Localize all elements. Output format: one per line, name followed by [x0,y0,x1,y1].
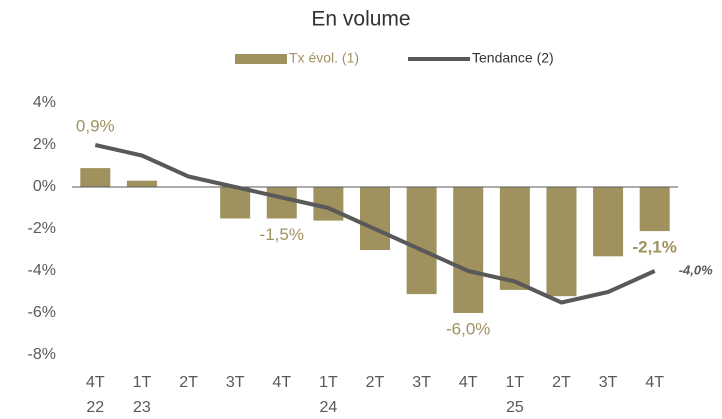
data-label: -6,0% [446,319,490,338]
y-tick-label: -8% [28,346,56,363]
x-tick-label: 2T [179,374,198,391]
x-tick-label: 3T [226,374,245,391]
chart-title: En volume [311,8,410,31]
x-tick-label: 4T 22 [86,374,105,416]
y-tick-label: -6% [28,304,56,321]
line-label: -4,0% [679,262,713,277]
x-tick-label: 1T 24 [319,374,338,416]
bar [220,187,251,219]
legend-label: Tx évol. (1) [289,50,359,66]
x-tick-label: 2T [552,374,571,391]
bar [360,187,390,250]
x-tick-label: 4T [459,374,478,391]
x-tick-label: 3T [599,374,618,391]
x-tick-label: 2T [366,374,385,391]
data-label: -1,5% [260,225,304,244]
bar [639,187,670,232]
bar [126,180,157,187]
y-tick-label: 4% [33,94,56,111]
y-tick-label: -4% [28,262,56,279]
x-tick-label: 1T 23 [133,374,152,416]
bar [499,187,530,290]
bar [453,187,484,313]
y-tick-label: -2% [28,220,56,237]
bar [80,168,111,187]
x-tick-label: 4T [272,374,291,391]
data-label: 0,9% [76,117,115,136]
bar [593,187,624,257]
y-tick-label: 0% [33,178,56,195]
bar [546,187,577,297]
x-tick-label: 1T 25 [506,374,525,416]
bar [266,187,297,219]
data-label: -2,1% [632,238,676,257]
legend-swatch [235,54,287,64]
trend-line [94,143,656,305]
x-tick-label: 3T [412,374,431,391]
legend-label: Tendance (2) [472,50,554,66]
y-tick-label: 2% [33,136,56,153]
x-tick-label: 4T [645,374,664,391]
bar [406,187,437,295]
